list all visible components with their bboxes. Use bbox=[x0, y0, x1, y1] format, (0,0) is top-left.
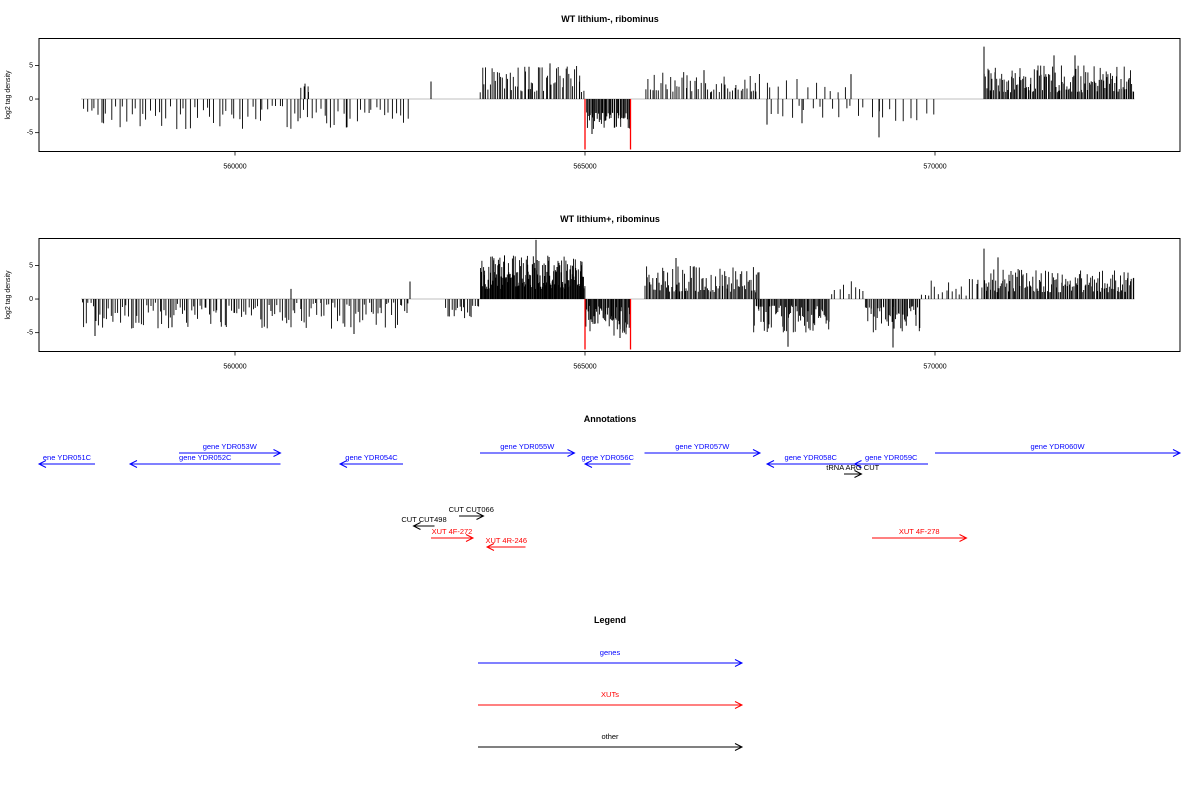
feature-gene-ydr056c: gene YDR056C bbox=[582, 453, 635, 468]
feature-label: gene YDR053W bbox=[203, 442, 258, 451]
feature-arrow-head bbox=[853, 460, 862, 468]
track-panel-lithium-minus: WT lithium-, ribominus log2 tag density … bbox=[5, 14, 1181, 171]
feature-label: XUT 4F-272 bbox=[432, 527, 473, 536]
x-tick-label: 570000 bbox=[923, 164, 946, 171]
feature-arrows: ene YDR051C gene YDR052C gene YDR053W gene … bbox=[37, 442, 1182, 551]
feature-label: tRNA ARG CUT bbox=[826, 463, 879, 472]
feature-label: gene YDR057W bbox=[675, 442, 730, 451]
y-tick-label: 5 bbox=[29, 262, 33, 269]
feature-arrow-head bbox=[567, 449, 576, 457]
legend-arrow-head bbox=[734, 701, 744, 709]
legend-item-other: other bbox=[478, 732, 744, 751]
feature-label: XUT 4R-246 bbox=[485, 536, 527, 545]
feature-arrow-head bbox=[1172, 449, 1182, 457]
y-tick-label: 0 bbox=[29, 296, 33, 303]
legend-item-genes: genes bbox=[478, 648, 744, 667]
annotations-panel: Annotations ene YDR051C gene YDR052C gene … bbox=[37, 414, 1182, 551]
feature-label: gene YDR058C bbox=[785, 453, 838, 462]
legend-arrow-head bbox=[734, 659, 744, 667]
feature-arrow-head bbox=[273, 449, 282, 457]
x-tick-label: 560000 bbox=[223, 364, 246, 371]
feature-label: XUT 4F-278 bbox=[899, 527, 940, 536]
feature-arrow-head bbox=[959, 534, 968, 542]
feature-arrow-head bbox=[412, 522, 421, 530]
plot-frame bbox=[38, 238, 1181, 352]
feature-arrow-head bbox=[476, 512, 485, 520]
legend-items: genes XUTs other bbox=[478, 648, 744, 751]
x-tick-label: 565000 bbox=[573, 164, 596, 171]
legend-title: Legend bbox=[594, 615, 626, 625]
feature-arrow-head bbox=[465, 534, 475, 542]
feature-gene-ydr057w: gene YDR057W bbox=[644, 442, 762, 457]
feature-arrow-head bbox=[37, 460, 47, 468]
feature-cut-cut066: CUT CUT066 bbox=[449, 505, 494, 520]
feature-label: gene YDR056C bbox=[582, 453, 635, 462]
y-tick-label: 5 bbox=[29, 62, 33, 69]
track-title: WT lithium-, ribominus bbox=[561, 14, 659, 24]
feature-gene-ydr058c: gene YDR058C bbox=[765, 453, 855, 468]
feature-arrow-head bbox=[583, 460, 593, 468]
feature-label: gene YDR054C bbox=[345, 453, 398, 462]
density-bars bbox=[81, 46, 1135, 150]
plot-frame bbox=[38, 38, 1181, 152]
y-axis-label: log2 tag density bbox=[5, 70, 12, 120]
feature-gene-ydr053w: gene YDR053W bbox=[179, 442, 282, 457]
y-tick-label: -5 bbox=[27, 130, 33, 137]
feature-arrow-head bbox=[854, 470, 863, 478]
axes: -5 0 5 560000 565000 570000 bbox=[27, 262, 947, 370]
density-bars bbox=[81, 239, 1135, 350]
feature-cut-cut498: CUT CUT498 bbox=[401, 515, 447, 530]
x-tick-label: 565000 bbox=[573, 364, 596, 371]
legend-arrow-head bbox=[734, 743, 744, 751]
feature-label: gene YDR055W bbox=[500, 442, 555, 451]
legend-label: genes bbox=[600, 648, 621, 657]
feature-gene-ydr055w: gene YDR055W bbox=[480, 442, 576, 457]
y-tick-label: 0 bbox=[29, 96, 33, 103]
feature-label: gene YDR060W bbox=[1030, 442, 1085, 451]
annotations-title: Annotations bbox=[584, 414, 637, 424]
legend-panel: Legend genes XUTs other bbox=[478, 615, 744, 751]
feature-xut-4f-272: XUT 4F-272 bbox=[431, 527, 475, 542]
feature-arrow-head bbox=[765, 460, 775, 468]
feature-gene-ydr054c: gene YDR054C bbox=[338, 453, 403, 468]
feature-label: ene YDR051C bbox=[43, 453, 92, 462]
feature-label: CUT CUT498 bbox=[401, 515, 446, 524]
x-tick-label: 560000 bbox=[223, 164, 246, 171]
feature-gene-ydr060w: gene YDR060W bbox=[935, 442, 1182, 457]
track-title: WT lithium+, ribominus bbox=[560, 214, 660, 224]
x-tick-label: 570000 bbox=[923, 364, 946, 371]
feature-ene-ydr051c: ene YDR051C bbox=[37, 453, 95, 468]
feature-label: gene YDR059C bbox=[865, 453, 918, 462]
feature-arrow-head bbox=[128, 460, 138, 468]
y-axis-label: log2 tag density bbox=[5, 270, 12, 320]
feature-gene-ydr052c: gene YDR052C bbox=[128, 453, 281, 468]
feature-trna-arg-cut: tRNA ARG CUT bbox=[826, 463, 880, 478]
y-tick-label: -5 bbox=[27, 330, 33, 337]
feature-gene-ydr059c: gene YDR059C bbox=[853, 453, 928, 468]
axes: -5 0 5 560000 565000 570000 bbox=[27, 62, 947, 170]
feature-arrow-head bbox=[338, 460, 348, 468]
feature-arrow-head bbox=[752, 449, 762, 457]
track-panel-lithium-plus: WT lithium+, ribominus log2 tag density … bbox=[5, 214, 1181, 371]
legend-item-xuts: XUTs bbox=[478, 690, 744, 709]
legend-label: XUTs bbox=[601, 690, 619, 699]
feature-xut-4f-278: XUT 4F-278 bbox=[872, 527, 968, 542]
feature-label: gene YDR052C bbox=[179, 453, 232, 462]
feature-xut-4r-246: XUT 4R-246 bbox=[485, 536, 527, 551]
feature-arrow-head bbox=[485, 543, 495, 551]
feature-label: CUT CUT066 bbox=[449, 505, 494, 514]
legend-label: other bbox=[601, 732, 619, 741]
